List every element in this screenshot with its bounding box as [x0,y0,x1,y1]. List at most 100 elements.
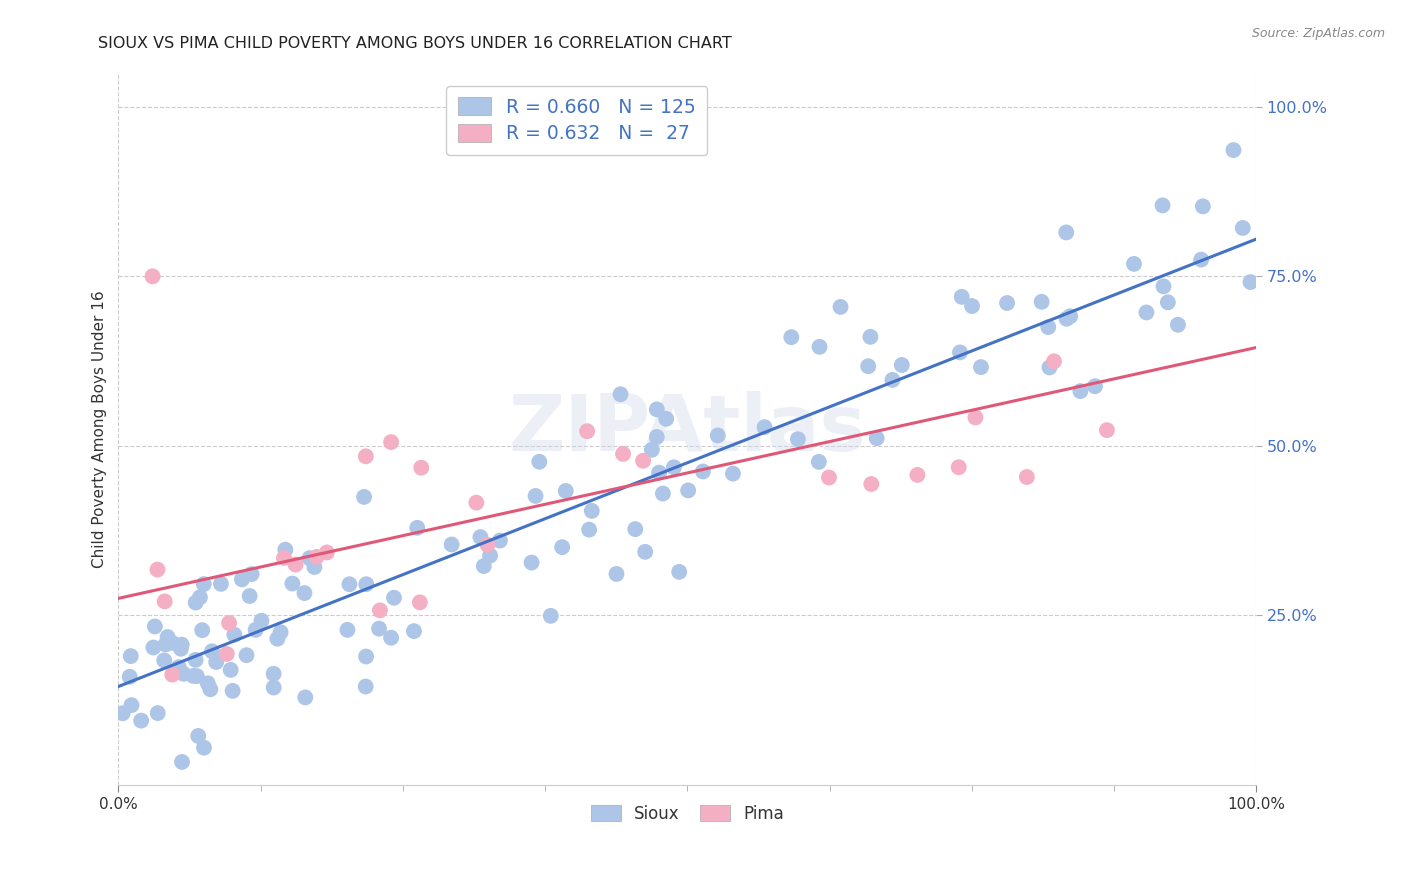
Point [1031,294,1053,309]
Point [270,625,292,640]
Text: Source: ZipAtlas.com: Source: ZipAtlas.com [1251,27,1385,40]
Point [188,591,211,605]
Point [641,442,664,457]
Point [215,647,238,661]
Point [1222,143,1244,157]
Point [807,455,830,469]
Point [651,486,673,500]
Point [995,296,1018,310]
Y-axis label: Child Poverty Among Boys Under 16: Child Poverty Among Boys Under 16 [93,290,107,567]
Point [1157,295,1180,310]
Point [409,595,432,609]
Point [631,454,654,468]
Point [554,483,576,498]
Point [1239,275,1261,289]
Point [263,666,285,681]
Point [111,706,134,721]
Point [354,680,377,694]
Point [1232,221,1254,235]
Point [143,619,166,633]
Point [354,450,377,464]
Point [263,681,285,695]
Point [859,330,882,344]
Point [239,589,262,603]
Point [368,622,391,636]
Point [965,410,987,425]
Point [578,523,600,537]
Point [948,460,970,475]
Point [1038,360,1060,375]
Point [472,559,495,574]
Point [219,663,242,677]
Point [172,666,194,681]
Point [197,676,219,690]
Point [1135,305,1157,319]
Point [186,669,208,683]
Point [315,545,337,559]
Point [529,455,551,469]
Text: ZIPAtlas: ZIPAtlas [509,391,866,467]
Point [201,644,224,658]
Point [1152,198,1174,212]
Point [1123,257,1146,271]
Point [477,538,499,552]
Point [146,563,169,577]
Point [205,655,228,669]
Point [245,623,267,637]
Point [184,596,207,610]
Point [1095,423,1118,437]
Point [184,653,207,667]
Point [156,630,179,644]
Point [304,560,326,574]
Point [1038,320,1060,334]
Legend: Sioux, Pima: Sioux, Pima [583,798,790,830]
Point [645,430,668,444]
Point [655,412,678,426]
Point [231,573,253,587]
Point [250,614,273,628]
Point [856,359,879,374]
Point [235,648,257,663]
Point [645,402,668,417]
Point [218,615,240,630]
Point [155,637,177,651]
Point [142,269,165,284]
Point [274,542,297,557]
Point [273,550,295,565]
Point [339,577,361,591]
Point [221,684,243,698]
Point [524,489,547,503]
Point [167,660,190,674]
Text: SIOUX VS PIMA CHILD POVERTY AMONG BOYS UNDER 16 CORRELATION CHART: SIOUX VS PIMA CHILD POVERTY AMONG BOYS U… [98,36,733,51]
Point [411,460,433,475]
Point [170,641,193,656]
Point [353,490,375,504]
Point [336,623,359,637]
Point [605,566,627,581]
Point [470,530,492,544]
Point [170,638,193,652]
Point [648,466,671,480]
Point [294,586,316,600]
Point [440,537,463,551]
Point [1056,311,1078,326]
Point [356,577,378,591]
Point [1054,226,1077,240]
Point [576,424,599,438]
Point [298,551,321,566]
Point [905,467,928,482]
Point [551,540,574,554]
Point [1069,384,1091,398]
Point [949,345,972,359]
Point [153,594,176,608]
Point [634,545,657,559]
Point [118,670,141,684]
Point [1153,279,1175,293]
Point [281,576,304,591]
Point [160,636,183,650]
Point [129,714,152,728]
Point [200,682,222,697]
Point [624,522,647,536]
Point [1189,252,1212,267]
Point [520,556,543,570]
